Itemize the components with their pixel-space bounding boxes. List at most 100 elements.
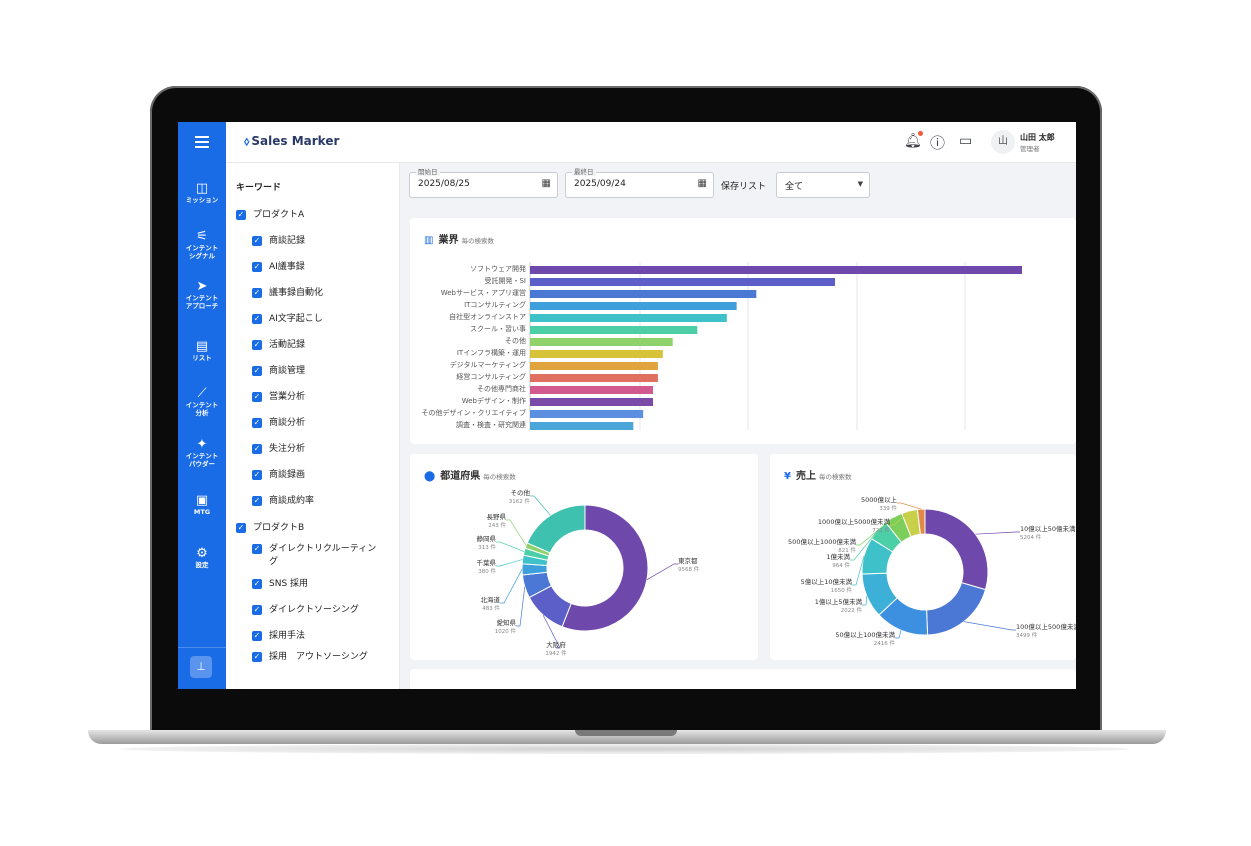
avatar[interactable]: 山: [991, 130, 1015, 154]
donut-slice[interactable]: [526, 504, 586, 554]
checkbox-checked-icon[interactable]: ✓: [252, 652, 262, 662]
checkbox-checked-icon[interactable]: ✓: [252, 392, 262, 402]
checkbox-checked-icon[interactable]: ✓: [252, 288, 262, 298]
leader-line: [530, 495, 551, 516]
industry-bar[interactable]: [530, 410, 644, 418]
checkbox-checked-icon[interactable]: ✓: [252, 631, 262, 641]
side-nav: ◫ ミッション ⚟ インテント シグナル ➤ インテント アプローチ ▤ リスト ⟋ インテント …: [178, 122, 226, 689]
nav-item-3[interactable]: ▤ リスト: [178, 340, 226, 362]
keyword-item[interactable]: ✓ 採用手法: [252, 630, 380, 643]
donut-slice[interactable]: [926, 581, 987, 636]
checkbox-checked-icon[interactable]: ✓: [252, 470, 262, 480]
keyword-item[interactable]: ✓ 議事録自動化: [252, 287, 380, 300]
checkbox-checked-icon[interactable]: ✓: [252, 579, 262, 589]
slice-label: 5億以上10億未満: [801, 577, 853, 586]
leader-line: [890, 510, 910, 526]
donut-slice[interactable]: [561, 504, 649, 632]
industry-bar[interactable]: [530, 350, 663, 358]
keyword-group[interactable]: ✓ プロダクトA: [236, 209, 304, 222]
donut-slice[interactable]: [924, 508, 989, 591]
keyword-item[interactable]: ✓ 採用 アウトソーシング: [252, 651, 380, 664]
industry-bar[interactable]: [530, 386, 653, 394]
leader-line: [496, 559, 523, 567]
signal-icon: ⚟: [196, 229, 208, 244]
industry-bar[interactable]: [530, 278, 836, 286]
slice-value-label: 243 件: [488, 521, 506, 529]
industry-bar[interactable]: [530, 314, 727, 322]
bell-icon[interactable]: 🔔︎: [904, 133, 922, 149]
checkbox-checked-icon[interactable]: ✓: [252, 544, 262, 554]
nav-item-7[interactable]: ⚙ 設定: [178, 547, 226, 569]
help-icon[interactable]: ⓘ: [930, 134, 946, 152]
leader-line: [856, 517, 894, 546]
keyword-item[interactable]: ✓ SNS 採用: [252, 578, 380, 591]
bar-label: その他専門商社: [477, 384, 526, 393]
nav-item-6[interactable]: ▣ MTG: [178, 494, 226, 516]
saved-list-select[interactable]: 全て ▼: [776, 172, 870, 198]
laptop-base: [88, 730, 1166, 744]
calendar-icon[interactable]: ▦: [541, 178, 551, 189]
industry-bar[interactable]: [530, 326, 698, 334]
keyword-item[interactable]: ✓ AI議事録: [252, 261, 380, 274]
industry-bar[interactable]: [530, 398, 653, 406]
chat-icon[interactable]: ▭: [959, 133, 973, 149]
industry-bar[interactable]: [530, 422, 634, 430]
keyword-item[interactable]: ✓ ダイレクトソーシング: [252, 604, 380, 617]
calendar-icon[interactable]: ▦: [697, 178, 707, 189]
checkbox-checked-icon[interactable]: ✓: [252, 314, 262, 324]
keyword-item[interactable]: ✓ 活動記録: [252, 339, 380, 352]
checkbox-checked-icon[interactable]: ✓: [236, 523, 246, 533]
checkbox-checked-icon[interactable]: ✓: [252, 262, 262, 272]
checkbox-checked-icon[interactable]: ✓: [252, 496, 262, 506]
industry-bar[interactable]: [530, 338, 673, 346]
leader-line: [646, 563, 678, 580]
keyword-item[interactable]: ✓ 商談成約率: [252, 495, 380, 508]
checkbox-checked-icon[interactable]: ✓: [252, 444, 262, 454]
hamburger-icon[interactable]: [195, 136, 209, 151]
slice-label: 長野県: [487, 513, 507, 521]
leader-line: [852, 555, 865, 586]
industry-title: ▥ 業界 毎の検索数: [424, 235, 494, 246]
keyword-group-label: プロダクトB: [253, 523, 305, 533]
bar-label: ITインフラ構築・運用: [457, 348, 526, 357]
keyword-item[interactable]: ✓ 商談記録: [252, 235, 380, 248]
slice-label: その他: [511, 488, 531, 497]
keyword-label: AI文字起こし: [269, 314, 323, 324]
keyword-group[interactable]: ✓ プロダクトB: [236, 522, 304, 535]
nav-item-label: インテント アプローチ: [185, 294, 219, 310]
donut-slice[interactable]: [916, 508, 926, 535]
keyword-item[interactable]: ✓ ダイレクトリクルーティング: [252, 543, 380, 569]
keyword-item[interactable]: ✓ 商談分析: [252, 417, 380, 430]
location-pin-icon: ⬤: [424, 471, 436, 482]
pin-icon[interactable]: ⊥: [190, 656, 212, 678]
industry-bar[interactable]: [530, 302, 737, 310]
keyword-item[interactable]: ✓ 商談録画: [252, 469, 380, 482]
checkbox-checked-icon[interactable]: ✓: [252, 418, 262, 428]
slice-value-label: 9568 件: [678, 565, 700, 573]
laptop-shadow: [120, 744, 1130, 754]
keyword-item[interactable]: ✓ 失注分析: [252, 443, 380, 456]
nav-item-4[interactable]: ⟋ インテント 分析: [178, 387, 226, 417]
checkbox-checked-icon[interactable]: ✓: [252, 366, 262, 376]
checkbox-checked-icon[interactable]: ✓: [252, 236, 262, 246]
checkbox-checked-icon[interactable]: ✓: [252, 605, 262, 615]
user-name: 山田 太郎: [1020, 133, 1055, 142]
slice-value-label: 1020 件: [495, 627, 517, 635]
nav-item-2[interactable]: ➤ インテント アプローチ: [178, 280, 226, 310]
industry-bar[interactable]: [530, 374, 658, 382]
keyword-item[interactable]: ✓ 商談管理: [252, 365, 380, 378]
end-date-field[interactable]: 最終日 2025/09/24 ▦: [565, 166, 714, 198]
keyword-item[interactable]: ✓ AI文字起こし: [252, 313, 380, 326]
nav-item-1[interactable]: ⚟ インテント シグナル: [178, 230, 226, 260]
checkbox-checked-icon[interactable]: ✓: [252, 340, 262, 350]
nav-item-0[interactable]: ◫ ミッション: [178, 182, 226, 204]
start-date-field[interactable]: 開始日 2025/08/25 ▦: [409, 166, 558, 198]
keyword-item[interactable]: ✓ 営業分析: [252, 391, 380, 404]
app-logo[interactable]: ⬨ Sales Marker: [244, 134, 339, 149]
industry-bar[interactable]: [530, 362, 658, 370]
industry-bar[interactable]: [530, 290, 757, 298]
nav-item-5[interactable]: ✦ インテント パウダー: [178, 438, 226, 468]
industry-bar[interactable]: [530, 266, 1022, 274]
checkbox-checked-icon[interactable]: ✓: [236, 210, 246, 220]
